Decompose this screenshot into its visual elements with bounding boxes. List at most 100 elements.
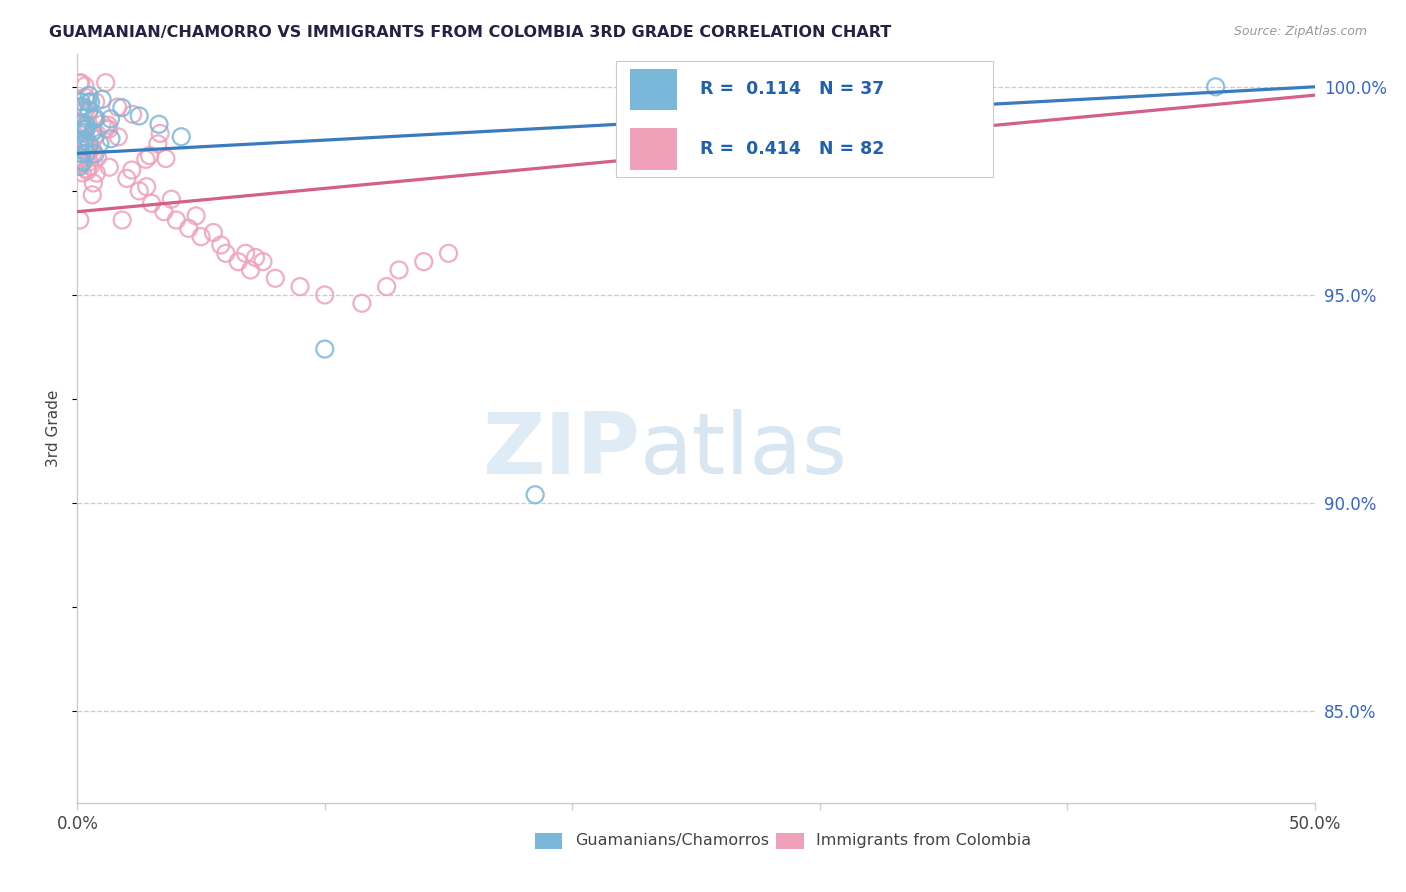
Point bbox=[75, 103, 97, 118]
Point bbox=[69, 101, 91, 115]
Bar bbox=[776, 833, 804, 849]
Point bbox=[91, 117, 114, 131]
Point bbox=[84, 95, 107, 109]
Point bbox=[153, 204, 176, 219]
Point bbox=[107, 129, 129, 144]
Point bbox=[77, 106, 100, 120]
Point bbox=[83, 112, 105, 126]
Point bbox=[72, 120, 94, 135]
Point bbox=[190, 229, 212, 244]
Point bbox=[314, 342, 336, 356]
Point bbox=[121, 163, 143, 178]
Point bbox=[82, 146, 104, 161]
Point bbox=[100, 132, 122, 146]
Point bbox=[73, 78, 96, 93]
Point bbox=[86, 150, 108, 164]
Point bbox=[69, 137, 91, 152]
Point bbox=[138, 148, 160, 162]
Point bbox=[83, 130, 105, 145]
Point bbox=[75, 121, 97, 136]
Point bbox=[128, 109, 150, 123]
Point bbox=[69, 119, 91, 133]
Point bbox=[209, 238, 232, 252]
Point bbox=[72, 125, 94, 139]
Point bbox=[69, 127, 91, 141]
Point bbox=[70, 118, 93, 132]
Point bbox=[77, 88, 100, 103]
Point bbox=[177, 221, 200, 235]
Point bbox=[135, 153, 157, 167]
Point bbox=[82, 187, 104, 202]
Point bbox=[69, 77, 91, 91]
Point bbox=[75, 146, 97, 161]
Point bbox=[72, 100, 94, 114]
Point bbox=[146, 136, 169, 151]
Point bbox=[69, 117, 91, 131]
Point bbox=[155, 152, 177, 166]
Text: atlas: atlas bbox=[640, 409, 848, 492]
Point bbox=[77, 103, 100, 118]
Point bbox=[91, 92, 114, 106]
Point bbox=[148, 117, 170, 131]
Bar bbox=[630, 128, 678, 169]
Point bbox=[69, 160, 91, 174]
Point bbox=[69, 137, 91, 152]
Point bbox=[69, 136, 91, 150]
Point bbox=[80, 141, 103, 155]
Point bbox=[149, 127, 172, 141]
Text: ZIP: ZIP bbox=[482, 409, 640, 492]
Point bbox=[75, 122, 97, 136]
Point bbox=[84, 112, 107, 126]
Point bbox=[375, 279, 398, 293]
Point bbox=[82, 176, 104, 190]
Point bbox=[70, 156, 93, 170]
Point bbox=[437, 246, 460, 260]
Point bbox=[89, 136, 111, 151]
Point bbox=[141, 196, 163, 211]
Point bbox=[73, 137, 96, 152]
Point bbox=[97, 118, 120, 132]
Point bbox=[97, 122, 120, 136]
Point bbox=[524, 488, 547, 502]
Point bbox=[77, 95, 100, 110]
Point bbox=[75, 136, 97, 151]
Point bbox=[115, 171, 138, 186]
Point bbox=[226, 254, 249, 268]
Point bbox=[82, 125, 104, 139]
Point bbox=[165, 213, 187, 227]
Point bbox=[252, 254, 274, 268]
Point bbox=[388, 263, 411, 277]
Point bbox=[94, 121, 117, 136]
Point bbox=[170, 129, 193, 144]
Point bbox=[239, 263, 262, 277]
Point bbox=[128, 184, 150, 198]
Point bbox=[73, 103, 96, 117]
Point bbox=[76, 164, 98, 178]
Point bbox=[121, 107, 143, 121]
Point bbox=[70, 147, 93, 161]
Point bbox=[77, 136, 100, 151]
Point bbox=[82, 125, 104, 139]
Point bbox=[350, 296, 373, 310]
Point bbox=[86, 166, 108, 180]
Point bbox=[288, 279, 311, 293]
Point bbox=[72, 134, 94, 148]
Point bbox=[69, 76, 91, 90]
Point bbox=[202, 226, 225, 240]
Point bbox=[72, 116, 94, 130]
Point bbox=[264, 271, 287, 285]
Point bbox=[86, 127, 108, 141]
Point bbox=[73, 126, 96, 140]
FancyBboxPatch shape bbox=[616, 61, 993, 178]
Point bbox=[184, 209, 207, 223]
Point bbox=[77, 118, 100, 132]
Point bbox=[215, 246, 238, 260]
Text: GUAMANIAN/CHAMORRO VS IMMIGRANTS FROM COLOMBIA 3RD GRADE CORRELATION CHART: GUAMANIAN/CHAMORRO VS IMMIGRANTS FROM CO… bbox=[49, 25, 891, 40]
Y-axis label: 3rd Grade: 3rd Grade bbox=[46, 390, 62, 467]
Text: R =  0.114   N = 37: R = 0.114 N = 37 bbox=[700, 80, 884, 98]
Point bbox=[70, 95, 93, 109]
Point bbox=[76, 161, 98, 176]
Bar bbox=[536, 833, 562, 849]
Point bbox=[94, 76, 117, 90]
Point bbox=[79, 95, 101, 110]
